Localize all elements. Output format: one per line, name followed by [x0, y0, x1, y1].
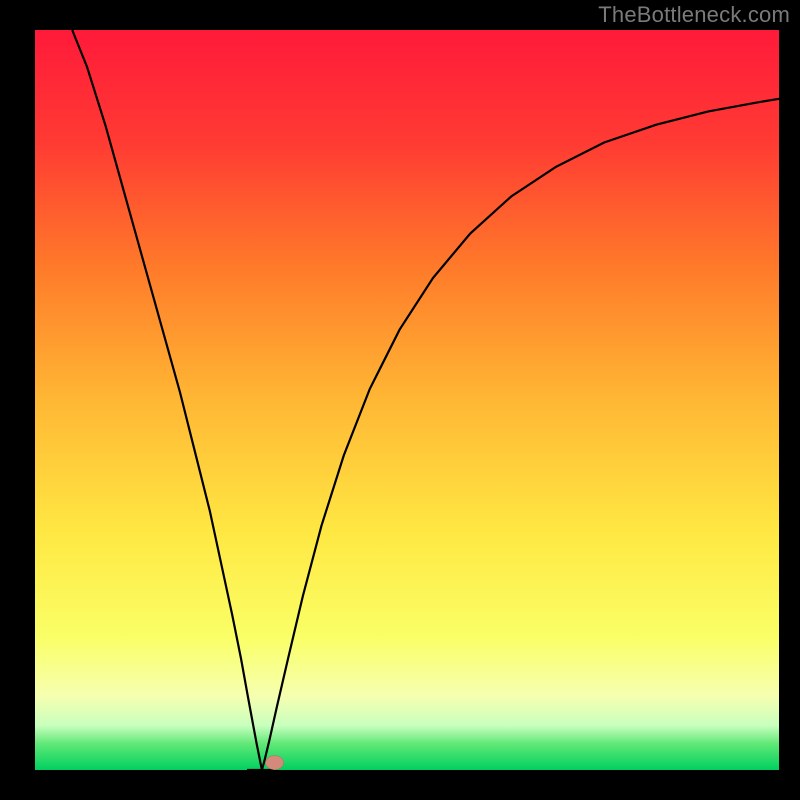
- bottleneck-chart-svg: [0, 0, 800, 800]
- chart-container: TheBottleneck.com: [0, 0, 800, 800]
- plot-background: [35, 30, 779, 770]
- vertex-marker: [266, 756, 284, 770]
